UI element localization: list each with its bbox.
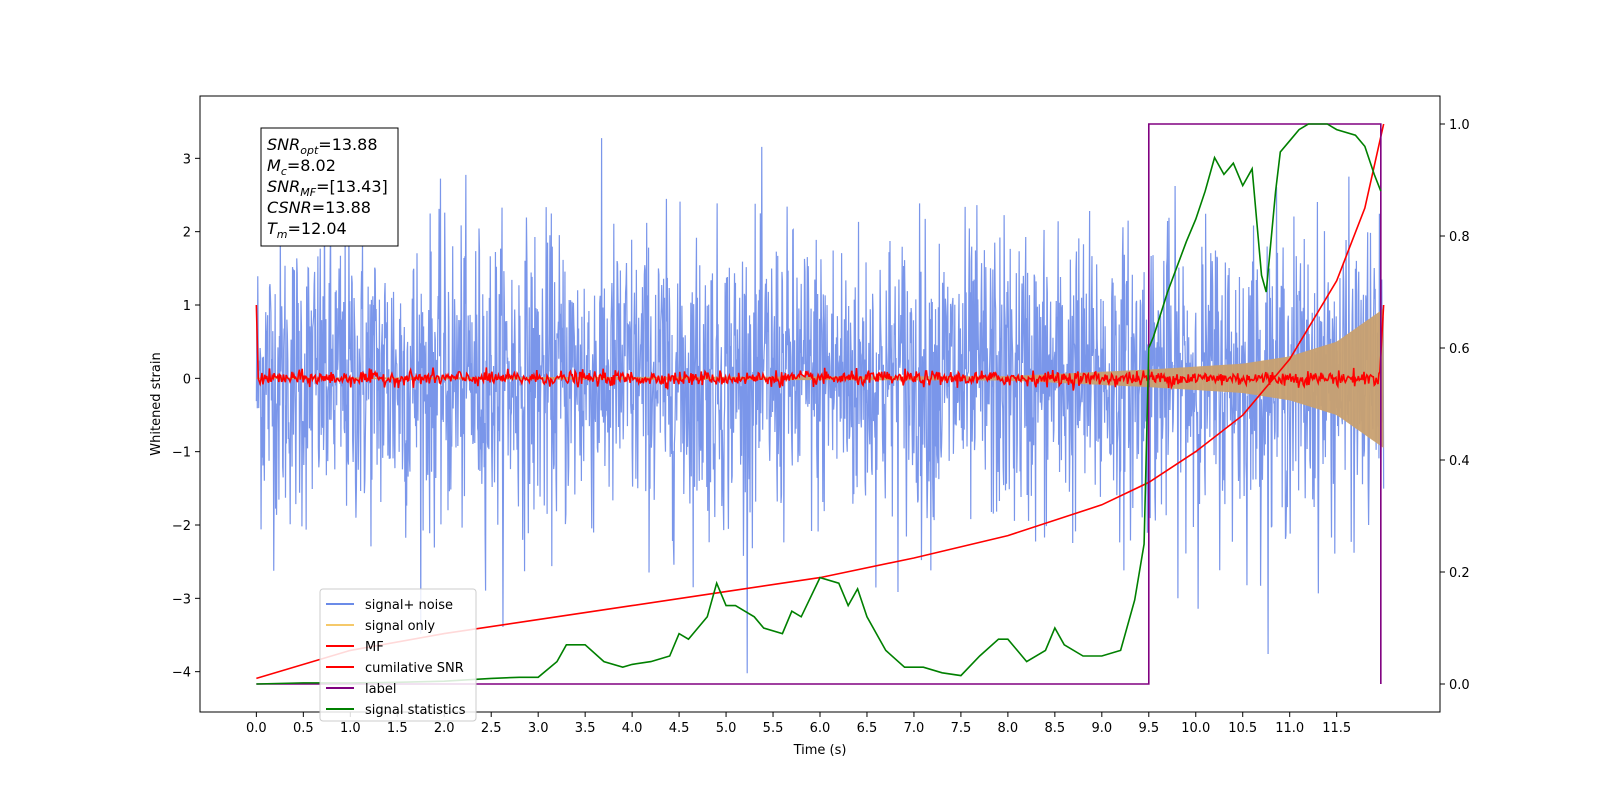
- x-tick-label: 6.5: [857, 721, 878, 736]
- x-tick-label: 9.5: [1138, 721, 1159, 736]
- info-line: Mc=8.02: [267, 156, 336, 178]
- series-mf: [255, 304, 1385, 391]
- x-tick-label: 2.5: [481, 721, 502, 736]
- x-tick-label: 3.0: [528, 721, 549, 736]
- y-axis-label: Whitened strain: [149, 352, 164, 455]
- y-tick-label: 0: [183, 372, 191, 387]
- x-tick-label: 11.0: [1275, 721, 1304, 736]
- x-tick-label: 6.0: [810, 721, 831, 736]
- y-axis-ticks-right: 0.0 0.2 0.4 0.6 0.8 1.0: [1440, 118, 1470, 693]
- legend-label: cumilative SNR: [365, 661, 464, 676]
- y-tick-label: −4: [172, 666, 191, 681]
- info-line: SNRMF=[13.43]: [267, 177, 388, 199]
- x-axis-ticks: 0.0 0.5 1.0 1.5 2.0 2.5 3.0 3.5 4.0 4.5 5.0 5.5 6.0 6…: [246, 712, 1351, 736]
- legend-label: signal only: [365, 619, 435, 634]
- x-tick-label: 10.0: [1181, 721, 1210, 736]
- x-tick-label: 1.5: [387, 721, 408, 736]
- series-label: [256, 123, 1382, 685]
- y-right-tick-label: 0.2: [1449, 566, 1470, 581]
- series-cumilative-snr: [256, 123, 1385, 680]
- legend-label: label: [365, 682, 396, 697]
- x-tick-label: 3.5: [575, 721, 596, 736]
- y-tick-label: 2: [183, 226, 191, 241]
- y-right-tick-label: 1.0: [1449, 118, 1470, 133]
- info-line: SNRopt=13.88: [267, 135, 378, 157]
- x-tick-label: 11.5: [1322, 721, 1351, 736]
- series-signal-noise: [255, 138, 1385, 674]
- legend: signal+ noise signal only MF cumilative SNR…: [319, 588, 477, 722]
- info-line: Tm=12.04: [267, 219, 347, 241]
- x-tick-label: 7.0: [904, 721, 925, 736]
- y-right-tick-label: 0.8: [1449, 230, 1470, 245]
- y-axis-ticks-left: −4 −3 −2 −1 0 1 2 3: [172, 152, 200, 681]
- x-tick-label: 4.0: [622, 721, 643, 736]
- y-tick-label: −2: [172, 519, 191, 534]
- info-box-frame: [260, 127, 399, 247]
- x-axis-label: Time (s): [793, 743, 847, 758]
- plot-area: [255, 123, 1385, 685]
- x-tick-label: 8.0: [998, 721, 1019, 736]
- legend-label: signal+ noise: [365, 598, 453, 613]
- info-box: SNRopt=13.88Mc=8.02SNRMF=[13.43]CSNR=13.…: [260, 127, 399, 247]
- info-line: CSNR=13.88: [267, 198, 371, 217]
- legend-label: signal statistics: [365, 703, 466, 718]
- legend-label: MF: [365, 640, 384, 655]
- x-tick-label: 4.5: [669, 721, 690, 736]
- x-tick-label: 0.0: [246, 721, 267, 736]
- x-tick-label: 1.0: [340, 721, 361, 736]
- y-right-tick-label: 0.4: [1449, 454, 1470, 469]
- series-signal-statistics: [256, 123, 1382, 685]
- x-tick-label: 5.5: [763, 721, 784, 736]
- x-tick-label: 0.5: [293, 721, 314, 736]
- y-tick-label: −3: [172, 592, 191, 607]
- y-tick-label: −1: [172, 446, 191, 461]
- y-tick-label: 1: [183, 299, 191, 314]
- y-tick-label: 3: [183, 152, 191, 167]
- legend-frame: [319, 588, 477, 722]
- x-tick-label: 10.5: [1228, 721, 1257, 736]
- x-tick-label: 7.5: [951, 721, 972, 736]
- y-right-tick-label: 0.0: [1449, 678, 1470, 693]
- x-tick-label: 8.5: [1045, 721, 1066, 736]
- x-tick-label: 9.0: [1091, 721, 1112, 736]
- x-tick-label: 5.0: [716, 721, 737, 736]
- x-tick-label: 2.0: [434, 721, 455, 736]
- y-right-tick-label: 0.6: [1449, 342, 1470, 357]
